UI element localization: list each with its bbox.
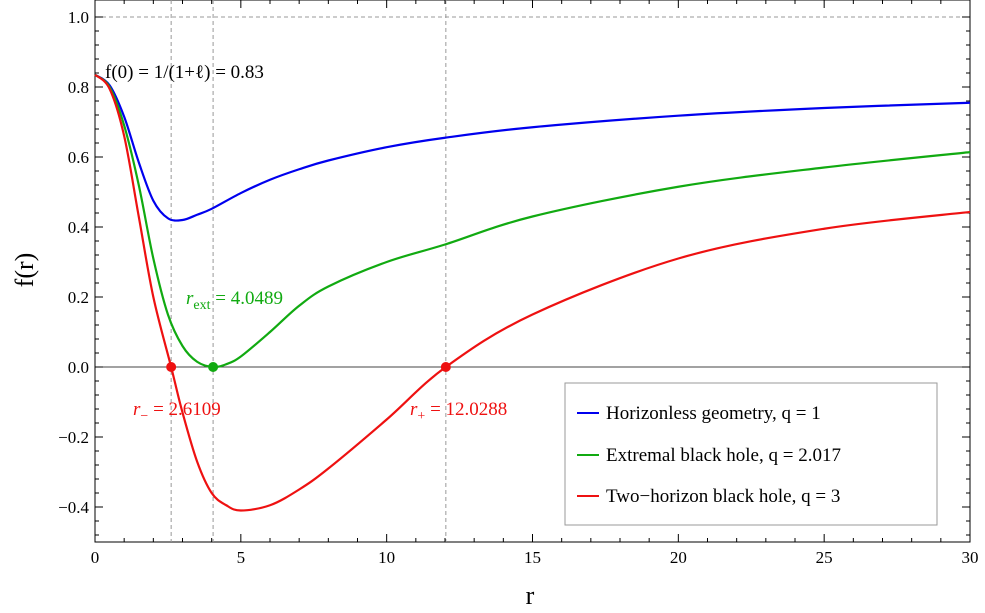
x-axis-title: r — [526, 581, 535, 610]
annotation-r-plus: r+ = 12.0288 — [410, 399, 507, 424]
x-tick-label: 5 — [237, 548, 246, 567]
legend-label-horizonless: Horizonless geometry, q = 1 — [606, 403, 821, 424]
reference-lines — [95, 0, 970, 542]
y-tick-label: 0.2 — [68, 288, 89, 307]
data-point-marker — [208, 362, 219, 372]
y-tick-label: −0.4 — [58, 498, 89, 517]
legend-label-two-horizon: Two−horizon black hole, q = 3 — [606, 486, 840, 507]
x-tick-label: 25 — [816, 548, 833, 567]
axis-ticks: 0 5 10 15 20 25 30 −0.4 −0.2 0.0 0.2 0.4 0.6 0.8 1.0 — [58, 0, 979, 567]
y-tick-label: 1.0 — [68, 8, 89, 27]
data-point-marker — [440, 362, 451, 372]
y-tick-label: −0.2 — [58, 428, 89, 447]
x-tick-label: 30 — [962, 548, 979, 567]
series-lines — [94, 73, 971, 512]
y-tick-label: 0.4 — [68, 218, 90, 237]
annotation-r-minus: r− = 2.6109 — [133, 399, 221, 424]
annotation-f0: f(0) = 1/(1+ℓ) = 0.83 — [105, 62, 264, 83]
legend-box — [564, 382, 938, 526]
y-axis-title: f(r) — [10, 253, 39, 288]
legend-label-extremal: Extremal black hole, q = 2.017 — [606, 445, 841, 466]
x-tick-label: 20 — [670, 548, 687, 567]
x-tick-label: 10 — [378, 548, 395, 567]
annotation-r-ext: rext = 4.0489 — [186, 288, 283, 313]
highlight-points — [166, 362, 451, 372]
series-line-extremal — [94, 73, 971, 369]
series-line-horizonless — [94, 73, 971, 222]
y-tick-label: 0.6 — [68, 148, 89, 167]
legend: Horizonless geometry, q = 1 Extremal bla… — [564, 382, 938, 526]
data-point-marker — [166, 362, 177, 372]
y-tick-label: 0.8 — [68, 78, 89, 97]
series-line-two-horizon — [94, 73, 971, 512]
x-tick-label: 0 — [91, 548, 100, 567]
y-tick-label: 0.0 — [68, 358, 89, 377]
x-tick-label: 15 — [524, 548, 541, 567]
